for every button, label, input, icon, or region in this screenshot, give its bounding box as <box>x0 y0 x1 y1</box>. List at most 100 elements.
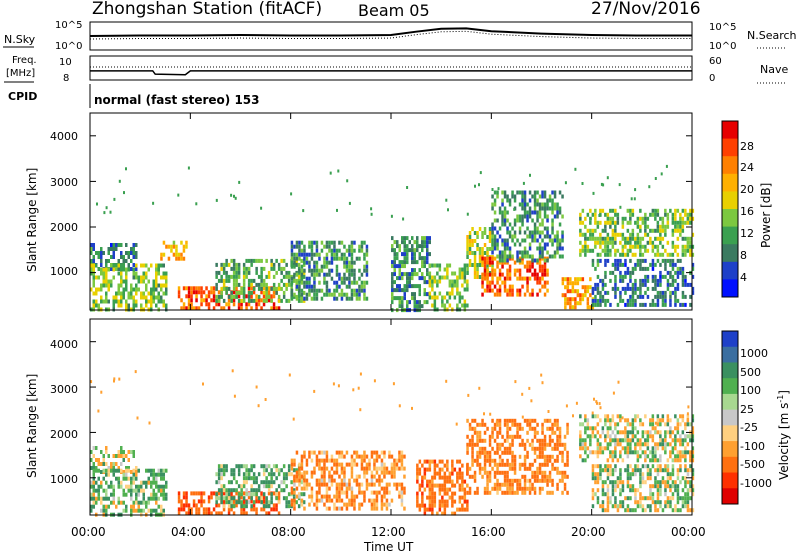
velocity-cell <box>508 446 512 451</box>
power-cell <box>553 194 557 199</box>
velocity-cell <box>468 438 472 443</box>
velocity-cell <box>222 504 226 509</box>
velocity-cell <box>120 480 123 485</box>
velocity-cell <box>398 482 401 487</box>
velocity-cell <box>498 442 502 447</box>
velocity-cell <box>456 507 459 512</box>
power-cell <box>629 278 632 283</box>
velocity-cell <box>656 446 660 451</box>
power-cell <box>639 208 642 213</box>
velocity-cbar-swatch <box>722 441 738 458</box>
velocity-cell <box>669 442 672 447</box>
power-cell <box>313 252 316 257</box>
power-cell <box>651 248 655 253</box>
power-cell <box>641 294 645 299</box>
velocity-cell <box>360 490 364 495</box>
power-cell <box>162 275 165 280</box>
power-cell <box>548 206 552 211</box>
velocity-cell <box>679 480 682 485</box>
power-cell <box>661 298 665 303</box>
power-cell <box>686 248 690 253</box>
power-cell <box>629 286 632 291</box>
velocity-cell <box>523 466 527 471</box>
power-cell <box>456 275 459 280</box>
power-cell <box>681 228 685 233</box>
power-cell <box>145 283 148 288</box>
velocity-cell <box>458 495 462 500</box>
power-cell <box>260 306 263 311</box>
velocity-cell <box>488 470 492 475</box>
power-cell <box>225 262 228 267</box>
power-cell <box>441 303 444 308</box>
velocity-cell <box>305 478 309 483</box>
power-cell <box>277 306 281 311</box>
power-cell <box>631 270 635 275</box>
power-cell <box>498 210 502 215</box>
power-cell <box>619 294 622 299</box>
velocity-cell <box>130 450 133 454</box>
velocity-cell <box>541 454 544 459</box>
power-cell <box>571 281 575 286</box>
velocity-cell <box>666 496 670 501</box>
power-cell <box>423 288 426 293</box>
velocity-cell <box>679 414 682 419</box>
power-cell <box>543 246 547 251</box>
velocity-cell <box>476 438 479 443</box>
power-cell <box>255 306 258 311</box>
power-cell <box>431 275 434 280</box>
power-cell <box>611 240 615 245</box>
velocity-cell <box>285 476 288 481</box>
velocity-cell <box>441 503 444 508</box>
velocity-cell <box>428 495 432 500</box>
velocity-cell <box>616 422 620 427</box>
velocity-cell <box>117 450 120 454</box>
power-cell <box>644 212 647 217</box>
power-cell <box>541 256 544 261</box>
velocity-cell <box>318 486 321 491</box>
power-cell <box>237 302 241 307</box>
velocity-cell <box>350 490 354 495</box>
power-speckle <box>370 207 373 211</box>
velocity-cell <box>591 464 595 469</box>
velocity-speckle <box>100 390 103 394</box>
power-cell <box>423 292 426 297</box>
velocity-cell <box>476 490 479 495</box>
power-cell <box>528 276 532 281</box>
power-cell <box>601 282 605 287</box>
power-cell <box>100 287 103 292</box>
power-cell <box>473 231 477 235</box>
power-cell <box>190 294 193 299</box>
power-cell <box>496 190 499 195</box>
power-cell <box>463 299 467 304</box>
power-cell <box>421 244 424 249</box>
power-cell <box>473 255 477 259</box>
velocity-cell <box>107 468 110 473</box>
power-cell <box>644 224 647 229</box>
velocity-cell <box>122 492 125 497</box>
power-cell <box>676 220 680 225</box>
velocity-cell <box>644 454 647 459</box>
velocity-cell <box>90 492 93 497</box>
velocity-cell <box>584 450 587 455</box>
power-cell <box>433 299 437 304</box>
velocity-cell <box>496 442 499 447</box>
velocity-cell <box>636 454 640 459</box>
power-cell <box>120 251 123 255</box>
velocity-cell <box>483 430 487 435</box>
power-cell <box>679 258 682 263</box>
velocity-cell <box>654 426 657 431</box>
velocity-cell <box>666 504 670 509</box>
power-cell <box>526 250 529 255</box>
power-cell <box>212 286 216 291</box>
power-cell <box>270 306 273 311</box>
velocity-cell <box>476 434 479 439</box>
power-cell <box>521 206 524 211</box>
velocity-cell <box>691 508 695 513</box>
power-cell <box>282 290 286 295</box>
velocity-cell <box>639 504 642 509</box>
velocity-cell <box>606 484 610 489</box>
velocity-cell <box>343 490 346 495</box>
xtick-0800: 08:00 <box>271 525 306 539</box>
velocity-cell <box>533 490 537 495</box>
velocity-cell <box>488 454 492 459</box>
